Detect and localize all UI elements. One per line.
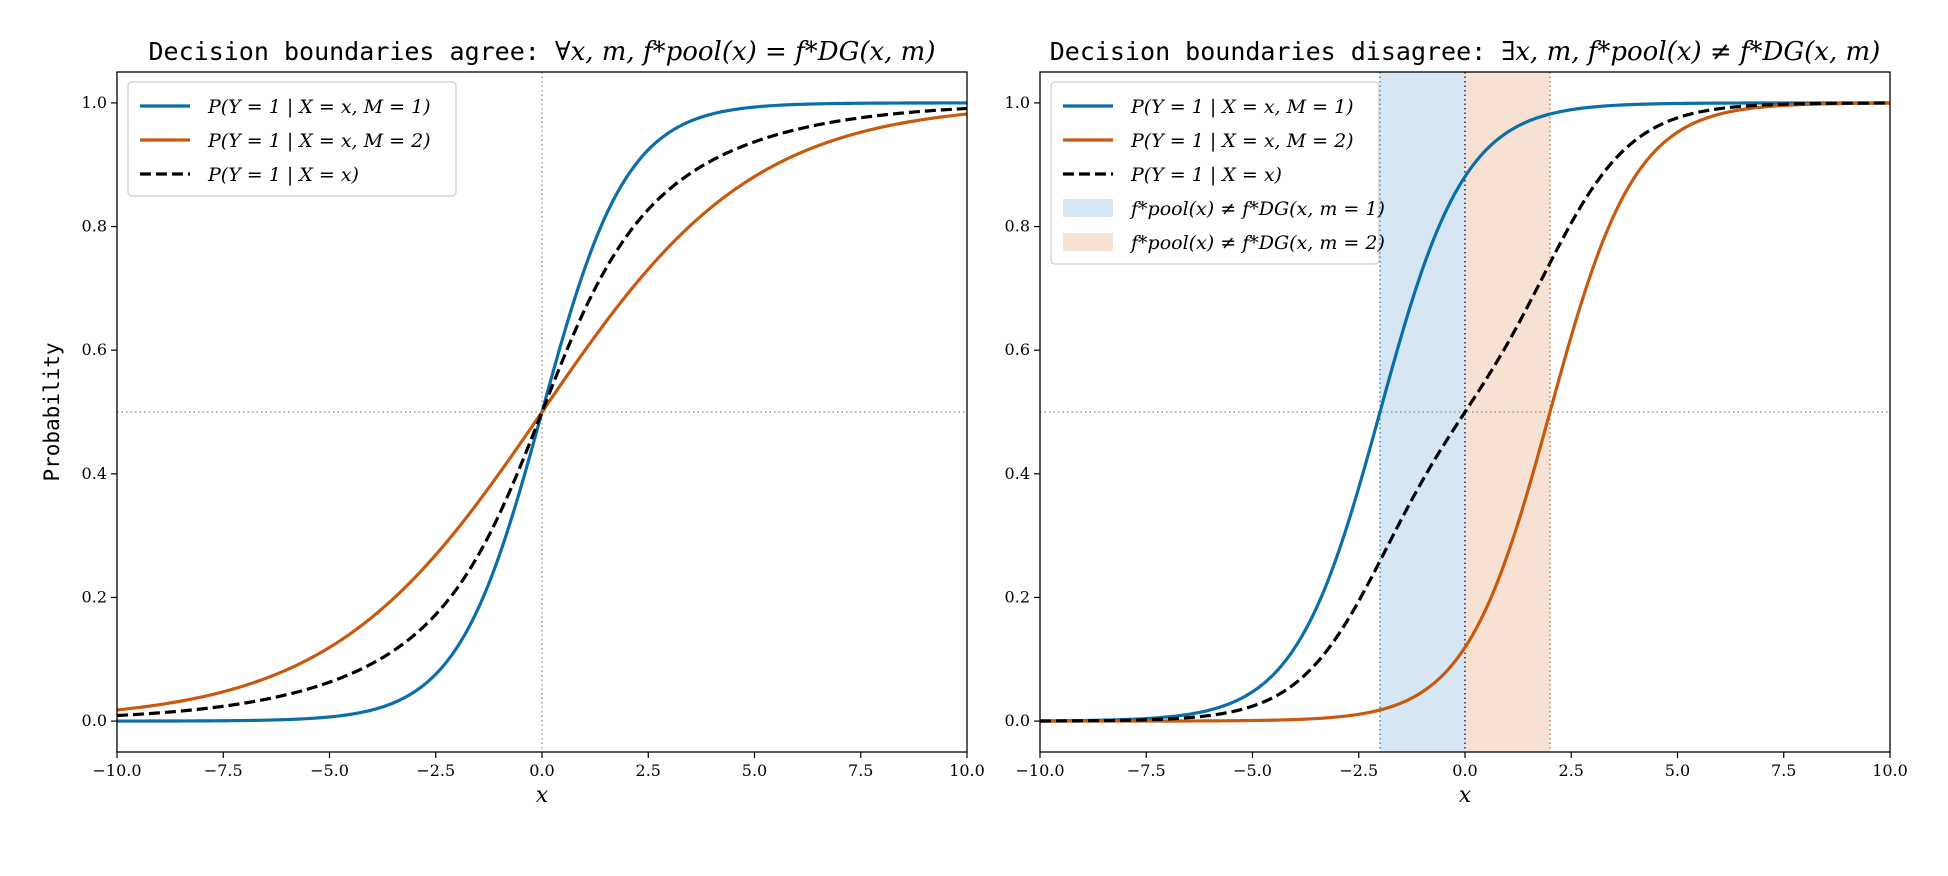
x-tick-label: 10.0 (1872, 761, 1908, 780)
curves (117, 101, 967, 723)
x-tick-label: −5.0 (310, 761, 349, 780)
y-tick-label: 0.6 (1005, 340, 1030, 359)
curve-pooled (1040, 101, 1890, 723)
x-tick-label: −5.0 (1233, 761, 1272, 780)
legend-box (1050, 81, 1380, 265)
panel-title: Decision boundaries disagree: ∃x, m, f*p… (1050, 37, 1881, 67)
legend: P(Y = 1 | X = x, M = 1) P(Y = 1 | X = x, … (127, 81, 457, 197)
legend-label: P(Y = 1 | X = x, M = 1) (1130, 96, 1354, 118)
y-tick-label: 0.6 (82, 340, 107, 359)
title-text: Decision boundaries agree: (149, 37, 555, 66)
legend-box (127, 81, 457, 197)
x-tick-label: 5.0 (742, 761, 767, 780)
legend-label: P(Y = 1 | X = x, M = 2) (207, 130, 431, 152)
legend-label: P(Y = 1 | X = x) (207, 164, 359, 186)
legend-label: P(Y = 1 | X = x) (1130, 164, 1282, 186)
title-math: ∃x, m, f*pool(x) ≠ f*DG(x, m) (1501, 37, 1880, 67)
x-tick-label: 5.0 (1665, 761, 1690, 780)
legend-label: f*pool(x) ≠ f*DG(x, m = 2) (1129, 232, 1385, 254)
x-tick-label: −7.5 (204, 761, 243, 780)
title-text: Decision boundaries disagree: (1050, 37, 1502, 66)
x-tick-label: 2.5 (636, 761, 661, 780)
legend-swatch (1063, 199, 1113, 217)
y-tick-label: 0.0 (82, 711, 107, 730)
curve-m2 (117, 112, 967, 712)
curve-m2 (1040, 101, 1890, 723)
y-tick-label: 0.8 (1005, 217, 1030, 236)
panel-1: −10.0 −7.5 −5.0 −2.5 0.0 2.5 5.0 7.5 10.0 0.0 0.2 0… (40, 37, 985, 808)
x-tick-label: 0.0 (1452, 761, 1477, 780)
y-tick-label: 0.2 (82, 587, 107, 606)
y-tick-label: 0.0 (1005, 711, 1030, 730)
y-tick-label: 0.4 (82, 464, 107, 483)
panel-2: −10.0 −7.5 −5.0 −2.5 0.0 2.5 5.0 7.5 10.0 0.0 0.2 0… (1005, 37, 1908, 808)
x-tick-label: −10.0 (92, 761, 141, 780)
x-tick-label: 2.5 (1559, 761, 1584, 780)
x-tick-label: −2.5 (416, 761, 455, 780)
x-axis-label: x (536, 783, 549, 808)
legend-swatch (1063, 233, 1113, 251)
x-tick-label: 10.0 (949, 761, 985, 780)
x-tick-label: −10.0 (1015, 761, 1064, 780)
legend-label: P(Y = 1 | X = x, M = 2) (1130, 130, 1354, 152)
title-math: ∀x, m, f*pool(x) = f*DG(x, m) (555, 37, 936, 67)
legend-label: P(Y = 1 | X = x, M = 1) (207, 96, 431, 118)
y-tick-label: 1.0 (82, 93, 107, 112)
panel-title: Decision boundaries agree: ∀x, m, f*pool… (149, 37, 936, 67)
legend: P(Y = 1 | X = x, M = 1) P(Y = 1 | X = x, … (1050, 81, 1385, 265)
curve-m1 (1040, 101, 1890, 723)
x-tick-label: 7.5 (1771, 761, 1796, 780)
y-tick-label: 0.2 (1005, 587, 1030, 606)
x-tick-label: 0.0 (529, 761, 554, 780)
y-axis-label: Probability (40, 342, 64, 481)
x-tick-label: 7.5 (848, 761, 873, 780)
x-axis-label: x (1459, 783, 1472, 808)
x-tick-label: −2.5 (1339, 761, 1378, 780)
legend-label: f*pool(x) ≠ f*DG(x, m = 1) (1129, 198, 1385, 220)
x-tick-label: −7.5 (1127, 761, 1166, 780)
curves (1040, 101, 1890, 723)
y-tick-label: 0.8 (82, 217, 107, 236)
y-tick-label: 1.0 (1005, 93, 1030, 112)
y-tick-label: 0.4 (1005, 464, 1030, 483)
